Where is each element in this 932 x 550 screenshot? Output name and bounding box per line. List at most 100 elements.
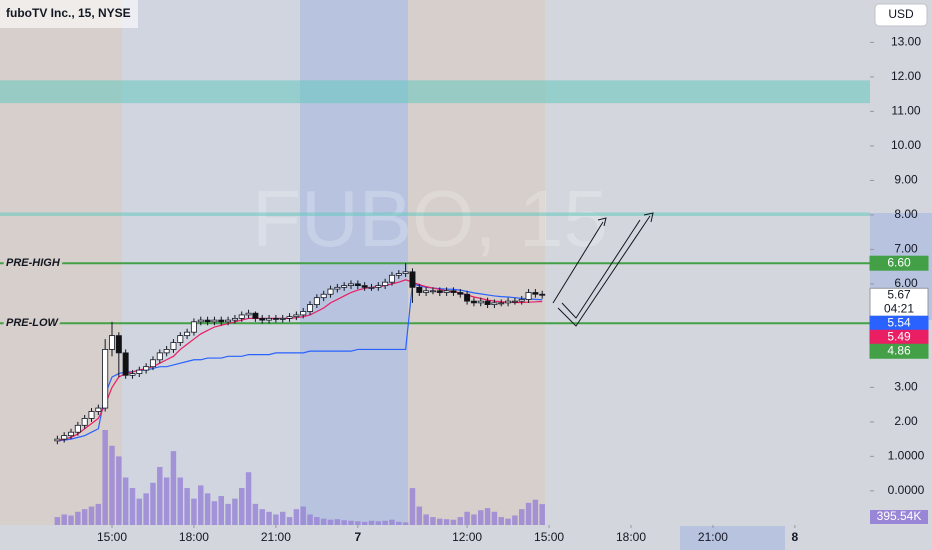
x-tick-label: 21:00 (261, 530, 291, 544)
volume-bar (163, 477, 170, 525)
candle-body (74, 424, 81, 433)
volume-bar (437, 518, 443, 525)
y-tick-label: 0.0000 (888, 483, 925, 497)
candle-body (334, 286, 341, 290)
volume-bar (68, 515, 74, 525)
volume-bar (239, 488, 245, 525)
candle-body (163, 349, 170, 354)
candle-body (382, 281, 389, 287)
candle-body (143, 366, 150, 371)
candle-body (108, 335, 115, 350)
candle-body (491, 302, 498, 305)
volume-bar (300, 506, 306, 525)
candle-body (402, 271, 409, 274)
candle-body (170, 342, 177, 350)
price-badge-label: 5.67 (887, 287, 911, 301)
candle-body (450, 290, 457, 293)
volume-bar (184, 488, 190, 525)
candle-body (252, 312, 259, 319)
candle-body (307, 304, 314, 312)
volume-bar (307, 514, 313, 525)
y-tick-label: 11.00 (891, 104, 920, 118)
volume-bar (518, 509, 525, 525)
volume-bar (75, 511, 81, 525)
candle-body (61, 435, 68, 440)
candle-body (388, 274, 395, 283)
price-badge-label: 5.54 (887, 315, 911, 329)
candle-body (320, 293, 327, 299)
candle-body (231, 317, 238, 321)
volume-bar (430, 517, 436, 525)
candle-body (341, 285, 348, 288)
volume-bar (170, 451, 177, 525)
countdown: 04:21 (884, 301, 914, 315)
volume-bar (259, 509, 265, 525)
candle-body (313, 297, 320, 305)
candle-body (95, 407, 102, 412)
candle-body (300, 311, 307, 316)
candle-body (464, 293, 471, 302)
currency-button[interactable] (874, 3, 928, 27)
time-highlight (680, 526, 785, 550)
volume-bar (471, 514, 477, 525)
volume-bar (95, 503, 102, 525)
volume-bar (375, 521, 382, 525)
volume-bar (116, 456, 122, 525)
candle-body (525, 292, 532, 300)
x-tick-label: 21:00 (698, 530, 728, 544)
volume-bar (532, 499, 539, 525)
candle-body (354, 283, 361, 287)
y-tick-label: 10.00 (891, 138, 921, 152)
candle-body (539, 293, 546, 296)
volume-bar (416, 506, 423, 525)
y-tick-label: 6.00 (894, 276, 918, 290)
candle-body (259, 317, 266, 321)
volume-bar (211, 501, 218, 525)
price-badge-label: 5.49 (887, 329, 911, 343)
y-tick-label: 7.00 (894, 242, 918, 256)
level-label: PRE-LOW (6, 317, 60, 329)
price-badge-label: 6.60 (887, 255, 911, 269)
y-tick-label: 2.00 (894, 414, 918, 428)
candle-body (429, 290, 436, 293)
candle-body (286, 316, 293, 319)
volume-bar (293, 509, 300, 525)
volume-bar (245, 472, 252, 525)
volume-bar (498, 517, 504, 525)
candle-body (211, 319, 218, 323)
volume-bar (102, 430, 108, 525)
volume-bar (478, 510, 484, 525)
candle-body (129, 373, 136, 376)
candle-body (505, 300, 512, 304)
volume-bar (204, 493, 211, 525)
candle-body (68, 431, 75, 437)
volume-bar (423, 514, 429, 525)
y-tick-label: 12.00 (891, 69, 921, 83)
volume-bar (225, 503, 231, 525)
volume-bar (266, 511, 272, 525)
zone (0, 212, 870, 216)
candle-body (416, 286, 423, 293)
volume-bar (61, 514, 67, 525)
volume-bar (355, 521, 361, 525)
volume-bar (361, 521, 368, 525)
candle-body (149, 359, 156, 368)
candle-body (102, 349, 109, 409)
candle-body (423, 290, 430, 293)
zone (0, 80, 870, 104)
volume-bar (320, 518, 327, 525)
x-tick-label: 18:00 (179, 530, 209, 544)
volume-bar (368, 520, 375, 525)
volume-bar (382, 520, 388, 525)
watermark: FUBO, 15 (252, 174, 608, 263)
candle-body (279, 317, 286, 320)
volume-bar (457, 517, 463, 525)
volume-bar (464, 511, 470, 525)
volume-bar (177, 477, 184, 525)
volume-bar (539, 504, 545, 525)
currency-label: USD (888, 7, 914, 21)
y-tick-label: 13.00 (891, 35, 921, 49)
candle-body (395, 273, 402, 276)
arrow-line (552, 221, 604, 304)
